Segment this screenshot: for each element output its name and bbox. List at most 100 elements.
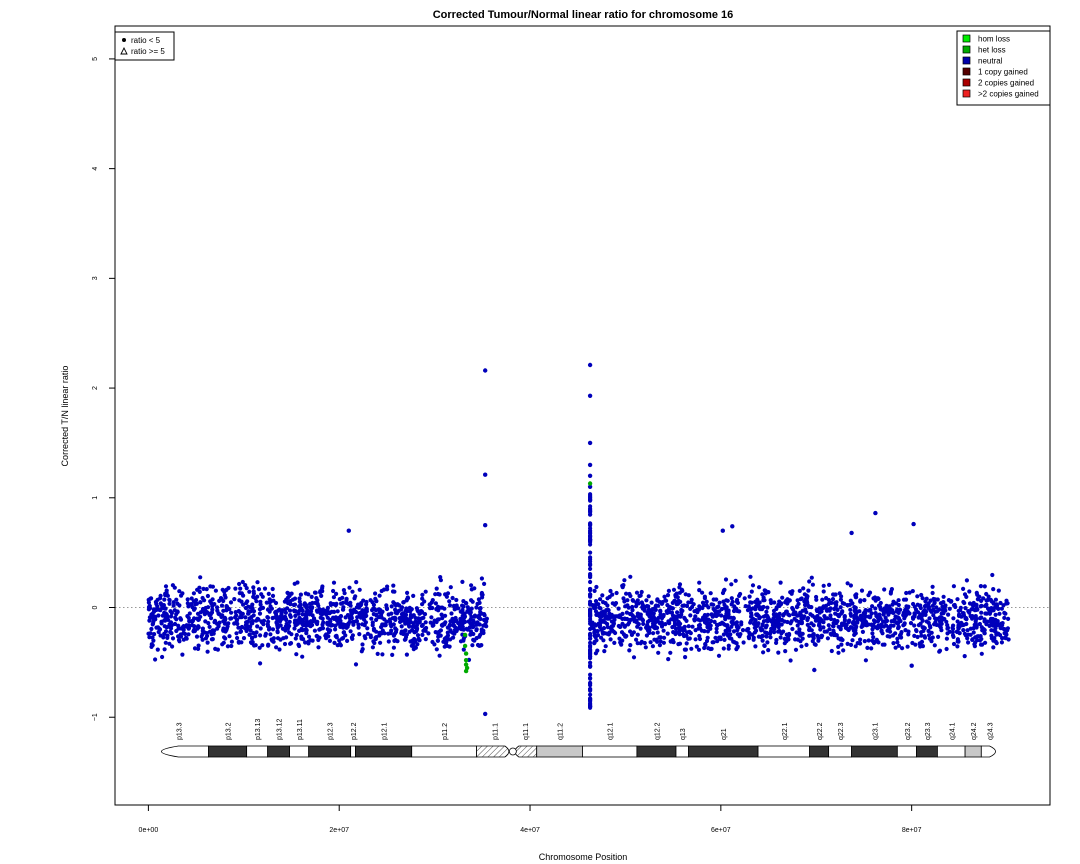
data-point	[660, 601, 665, 606]
data-point	[393, 626, 398, 631]
data-point	[761, 619, 767, 624]
data-point	[284, 621, 289, 626]
data-point	[971, 600, 976, 606]
data-point	[332, 640, 337, 646]
data-point	[185, 614, 190, 619]
data-point	[229, 616, 234, 621]
ideogram-band-label: q22.1	[782, 722, 789, 740]
data-point	[599, 635, 604, 640]
data-point	[368, 635, 373, 640]
data-point	[798, 620, 804, 626]
data-point	[722, 587, 727, 592]
data-point	[719, 613, 724, 618]
data-point	[362, 617, 367, 622]
data-point	[221, 598, 226, 604]
data-point	[333, 627, 338, 632]
data-point	[252, 643, 257, 648]
data-point	[832, 601, 838, 606]
data-point	[308, 605, 313, 610]
data-point	[991, 645, 996, 650]
data-point	[251, 613, 256, 618]
ideogram-band-label: p13.12	[277, 718, 284, 740]
data-point	[886, 625, 891, 630]
data-point	[588, 498, 593, 503]
data-point	[294, 652, 299, 657]
data-point	[760, 633, 765, 639]
data-point	[599, 627, 604, 632]
data-point	[239, 615, 244, 620]
data-point	[297, 596, 302, 601]
data-point	[297, 643, 302, 649]
data-point	[825, 636, 831, 641]
data-point	[404, 616, 409, 621]
data-point	[607, 611, 612, 616]
data-point	[732, 608, 738, 613]
data-point	[240, 579, 245, 585]
data-point	[468, 629, 473, 634]
data-point	[248, 605, 253, 610]
y-tick-label: 4	[92, 167, 99, 171]
data-point	[463, 668, 469, 674]
color-legend-label: >2 copies gained	[978, 90, 1039, 99]
data-point	[587, 362, 593, 368]
data-point	[640, 618, 646, 623]
y-tick-label: 1	[92, 496, 99, 500]
data-point	[309, 594, 314, 600]
data-point	[283, 610, 288, 615]
data-point	[435, 638, 440, 643]
ideogram-band	[355, 745, 413, 758]
ideogram-band-label: p13.13	[255, 718, 262, 740]
data-point	[991, 628, 997, 633]
data-point	[673, 626, 679, 632]
data-point	[661, 612, 666, 618]
data-point	[887, 604, 892, 609]
data-point	[444, 635, 449, 641]
data-point	[361, 598, 366, 603]
data-point	[388, 621, 393, 627]
data-point	[587, 440, 593, 446]
data-point	[247, 589, 252, 594]
data-point	[364, 607, 369, 612]
data-point	[362, 634, 367, 639]
data-point	[977, 638, 983, 643]
data-point	[993, 612, 998, 617]
chart-title: Corrected Tumour/Normal linear ratio for…	[433, 9, 734, 21]
data-point	[694, 644, 699, 649]
data-point	[374, 599, 379, 604]
data-point	[152, 632, 157, 637]
data-point	[838, 605, 843, 610]
data-point	[776, 602, 781, 607]
data-point	[320, 622, 325, 627]
data-point	[266, 627, 272, 632]
data-point	[337, 597, 342, 602]
data-point	[287, 608, 293, 613]
data-point	[686, 600, 691, 605]
x-axis: 0e+00 2e+07 4e+07 6e+07 8e+07	[139, 804, 922, 834]
data-point	[621, 596, 626, 601]
data-point	[166, 617, 171, 623]
data-point	[463, 662, 469, 667]
data-point	[176, 623, 181, 628]
data-point	[280, 616, 285, 621]
data-point	[350, 610, 355, 615]
data-point	[243, 626, 248, 631]
data-point	[365, 626, 370, 631]
data-point	[810, 639, 815, 644]
data-point	[284, 635, 289, 640]
data-point	[796, 601, 801, 607]
data-point	[415, 633, 421, 638]
data-point	[630, 598, 635, 603]
data-point	[265, 607, 271, 612]
data-point	[743, 604, 748, 609]
data-point	[766, 590, 771, 595]
data-point	[951, 634, 956, 640]
data-point	[239, 599, 244, 604]
data-point	[636, 601, 641, 606]
data-point	[697, 622, 703, 628]
data-point	[198, 610, 203, 615]
data-point	[150, 621, 156, 626]
data-point	[749, 600, 754, 605]
data-point	[848, 598, 853, 603]
data-point	[991, 606, 997, 611]
